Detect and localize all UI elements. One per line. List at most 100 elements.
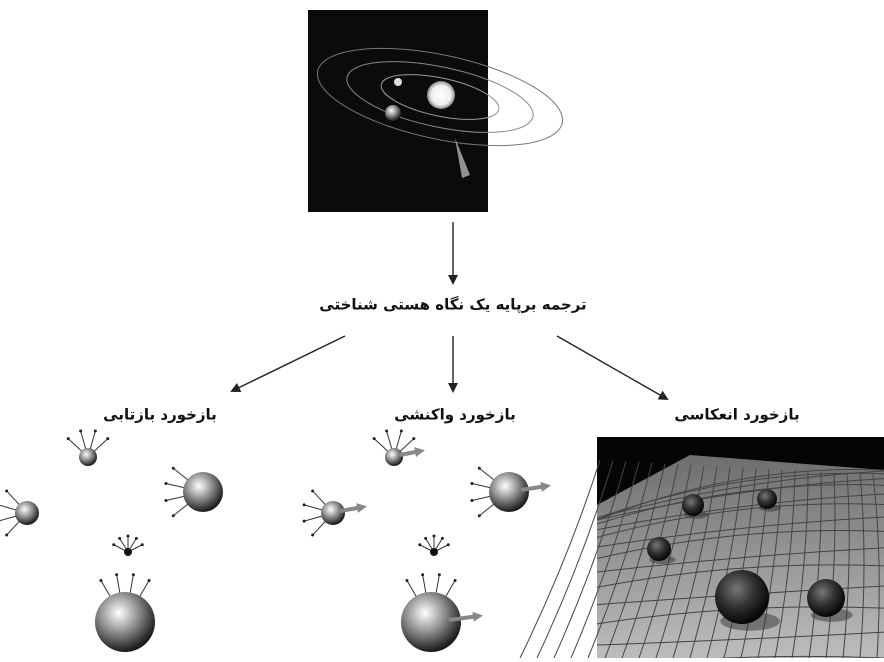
feeler-tip	[131, 573, 135, 577]
mesh-line	[791, 471, 809, 659]
feeler-tip	[311, 533, 315, 537]
feeler-tip	[385, 429, 389, 433]
mesh-line	[596, 472, 884, 519]
mesh-line	[604, 463, 666, 659]
feeler-tip	[164, 498, 168, 502]
mesh-line	[596, 564, 884, 588]
feeler-tip	[453, 578, 457, 582]
sphere	[401, 592, 461, 652]
branch-label: بازخورد واکنشی	[394, 406, 515, 424]
feeler-tip	[118, 536, 122, 540]
feeler-tip	[424, 536, 428, 540]
arrow	[556, 335, 669, 400]
feeler-tip	[432, 534, 436, 538]
sphere	[430, 548, 438, 556]
mesh-line	[842, 473, 850, 659]
feeler-tip	[171, 466, 175, 470]
sphere	[183, 472, 223, 512]
sphere	[715, 570, 769, 624]
reactive-figure	[302, 429, 551, 652]
branch-label: بازخورد بازتابی	[103, 406, 217, 424]
feeler-tip	[106, 437, 110, 441]
sphere	[321, 501, 345, 525]
feeler-tip	[372, 437, 376, 441]
sphere	[385, 448, 403, 466]
feeler-tip	[134, 536, 138, 540]
feeler-tip	[79, 429, 83, 433]
feeler-tip	[446, 543, 450, 547]
feeler-tip	[171, 514, 175, 518]
mesh-line	[825, 472, 836, 659]
feeler-tip	[405, 578, 409, 582]
mesh-line	[570, 461, 640, 659]
feeler-tip	[302, 503, 306, 507]
feeler-tip	[126, 534, 130, 538]
sphere	[489, 472, 529, 512]
feeler-tip	[99, 578, 103, 582]
mesh-line	[774, 470, 796, 659]
feeler-tip	[437, 573, 441, 577]
feeler-tip	[418, 543, 422, 547]
orbit	[346, 61, 534, 133]
mesh-line	[596, 493, 884, 531]
reaction-arrow	[520, 481, 551, 492]
feeler-tip	[93, 429, 97, 433]
feeler-tip	[147, 578, 151, 582]
sphere	[807, 579, 845, 617]
orbit	[316, 47, 564, 147]
feeler-tip	[399, 429, 403, 433]
mesh-line	[808, 471, 822, 659]
feeler-tip	[302, 519, 306, 523]
feeler-tip	[311, 489, 315, 493]
mesh-line	[757, 469, 783, 659]
sphere	[124, 548, 132, 556]
solar-system-image	[308, 10, 564, 212]
mesh-line	[596, 529, 884, 560]
reaction-arrow	[399, 447, 425, 458]
mesh-line	[596, 468, 884, 521]
feeler-tip	[5, 533, 9, 537]
sphere	[647, 537, 671, 561]
feeler-tip	[440, 536, 444, 540]
reflexive-figure	[0, 429, 223, 652]
sphere	[682, 494, 704, 516]
mesh-line	[519, 459, 601, 659]
reaction-arrow	[339, 503, 367, 513]
feeler-tip	[421, 573, 425, 577]
reflective-image	[519, 437, 884, 662]
mesh-line	[587, 462, 653, 659]
feeler-tip	[477, 466, 481, 470]
sun	[427, 81, 455, 109]
feeler-tip	[412, 437, 416, 441]
sphere	[15, 501, 39, 525]
mesh-line	[553, 461, 627, 659]
planet	[394, 78, 402, 86]
comet	[455, 138, 470, 178]
reaction-arrow	[448, 611, 483, 622]
feeler-tip	[470, 498, 474, 502]
arrow	[230, 335, 346, 392]
feeler-tip	[5, 489, 9, 493]
mesh-line	[596, 547, 884, 573]
sphere	[95, 592, 155, 652]
sphere	[757, 489, 777, 509]
feeler-tip	[112, 543, 116, 547]
feeler-tip	[477, 514, 481, 518]
mesh-line	[596, 516, 884, 548]
mesh-line	[536, 460, 614, 659]
mesh-line	[655, 465, 705, 659]
feeler-tip	[140, 543, 144, 547]
feeler-tip	[115, 573, 119, 577]
mesh-line	[723, 468, 757, 659]
mesh-line	[672, 466, 718, 659]
mesh-line	[859, 473, 865, 659]
center-label: ترجمه برپایه یک نگاه هستی شناختی	[319, 296, 586, 315]
mesh-line	[706, 467, 744, 659]
mesh-line	[596, 631, 884, 646]
feeler-tip	[470, 482, 474, 486]
sphere	[79, 448, 97, 466]
branch-label: بازخورد انعکاسی	[674, 406, 799, 424]
mesh-line	[689, 466, 731, 659]
